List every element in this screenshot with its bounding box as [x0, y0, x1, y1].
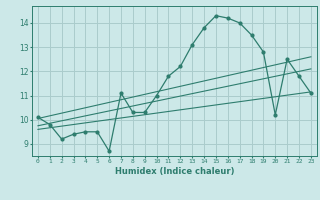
- X-axis label: Humidex (Indice chaleur): Humidex (Indice chaleur): [115, 167, 234, 176]
